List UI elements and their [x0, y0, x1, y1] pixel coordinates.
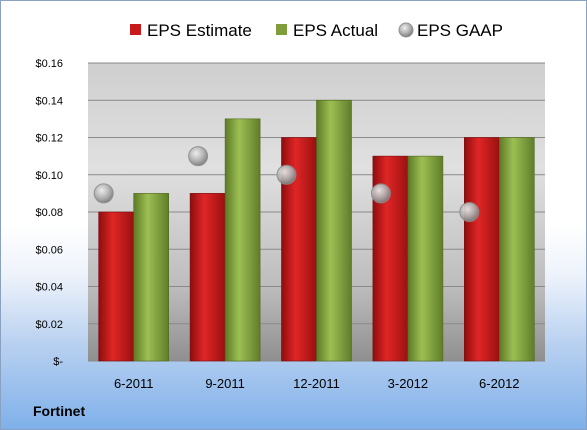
x-tick-label: 12-2011 — [293, 376, 340, 391]
y-tick-label: $0.04 — [35, 282, 63, 294]
legend-label-gaap: EPS GAAP — [417, 21, 503, 40]
x-tick-label: 6-2011 — [114, 376, 154, 391]
marker-eps-gaap — [459, 202, 480, 222]
y-tick-label: $0.16 — [35, 58, 63, 70]
legend-swatch-estimate — [130, 24, 141, 35]
bar-eps-actual — [224, 118, 261, 362]
legend-swatch-actual — [276, 24, 287, 35]
marker-eps-gaap — [188, 146, 209, 167]
bar-eps-actual — [498, 137, 535, 362]
bar-eps-actual — [133, 193, 169, 362]
bar-eps-actual — [316, 99, 352, 362]
y-tick-label: $0.10 — [35, 170, 63, 182]
marker-eps-gaap — [276, 164, 297, 185]
bar-eps-estimate — [98, 211, 134, 362]
x-tick-label: 9-2011 — [205, 376, 245, 391]
y-tick-label: $0.08 — [35, 207, 63, 219]
x-tick-label: 3-2012 — [388, 376, 428, 391]
y-tick-label: $0.02 — [35, 319, 63, 331]
x-tick-label: 6-2012 — [479, 376, 519, 391]
marker-eps-gaap — [370, 183, 391, 204]
legend: EPS Estimate EPS Actual EPS GAAP — [130, 21, 503, 40]
y-tick-label: $0.14 — [35, 95, 63, 107]
marker-eps-gaap — [93, 183, 114, 204]
bars — [98, 99, 535, 362]
gaap-markers — [93, 146, 480, 222]
y-tick-label: $- — [53, 356, 63, 368]
legend-label-estimate: EPS Estimate — [147, 21, 252, 40]
legend-swatch-gaap — [398, 22, 414, 38]
bar-eps-actual — [407, 155, 444, 362]
y-axis: $- $0.02 $0.04 $0.06 $0.08 $0.10 $0.12 $0.14 $0.… — [35, 58, 63, 368]
y-tick-label: $0.06 — [35, 244, 63, 256]
x-axis: 6-2011 9-2011 12-2011 3-2012 6-2012 — [114, 376, 520, 391]
company-label: Fortinet — [33, 403, 86, 419]
bar-eps-estimate — [189, 193, 226, 362]
bar-eps-estimate — [463, 137, 500, 362]
y-tick-label: $0.12 — [35, 133, 63, 145]
legend-label-actual: EPS Actual — [293, 21, 378, 40]
